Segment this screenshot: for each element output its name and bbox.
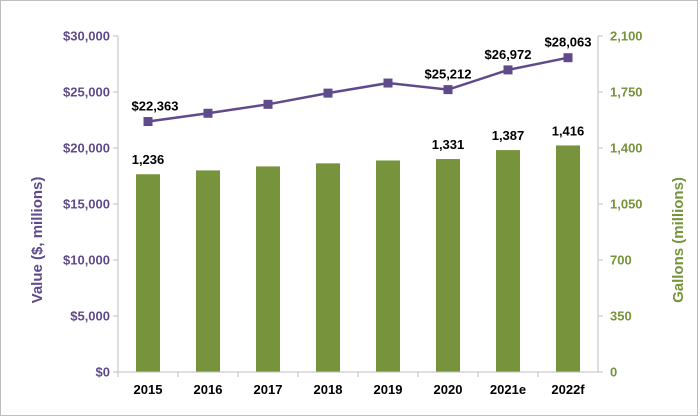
left-tick-label: $25,000 bbox=[63, 85, 110, 100]
x-tick-label: 2019 bbox=[374, 382, 403, 397]
line-data-label: $25,212 bbox=[425, 67, 472, 82]
bar-2022f bbox=[556, 145, 580, 372]
line-data-label: $22,363 bbox=[132, 99, 179, 114]
bar-2015 bbox=[136, 174, 160, 372]
line-marker-2022f bbox=[563, 53, 573, 63]
x-tick-label: 2015 bbox=[134, 382, 163, 397]
bar-data-label: 1,416 bbox=[552, 123, 585, 138]
right-tick-label: 700 bbox=[610, 253, 632, 268]
left-tick-label: $15,000 bbox=[63, 197, 110, 212]
left-axis-title: Value ($, millions) bbox=[29, 177, 46, 304]
line-marker-2020 bbox=[443, 85, 453, 95]
bar-2018 bbox=[316, 163, 340, 372]
x-tick-label: 2018 bbox=[314, 382, 343, 397]
x-tick-label: 2020 bbox=[434, 382, 463, 397]
value-line bbox=[147, 56, 569, 123]
bar-data-label: 1,331 bbox=[432, 137, 465, 152]
line-marker-2016 bbox=[203, 108, 213, 118]
right-tick-label: 350 bbox=[610, 309, 632, 324]
right-tick-label: 1,050 bbox=[610, 197, 643, 212]
left-tick-label: $0 bbox=[96, 365, 110, 380]
right-tick-label: 1,750 bbox=[610, 85, 643, 100]
x-tick-label: 2016 bbox=[194, 382, 223, 397]
right-tick-label: 0 bbox=[610, 365, 617, 380]
x-tick-label: 2022f bbox=[551, 382, 585, 397]
bar-data-label: 1,236 bbox=[132, 152, 165, 167]
bar-data-label: 1,387 bbox=[492, 128, 525, 143]
line-data-label: $28,063 bbox=[545, 35, 592, 50]
x-tick-label: 2021e bbox=[490, 382, 526, 397]
line-marker-2019 bbox=[383, 78, 393, 88]
bar-2019 bbox=[376, 160, 400, 372]
line-marker-2017 bbox=[263, 99, 273, 109]
left-tick-label: $20,000 bbox=[63, 141, 110, 156]
left-tick-label: $10,000 bbox=[63, 253, 110, 268]
line-marker-2021e bbox=[503, 65, 513, 75]
right-axis-title: Gallons (millions) bbox=[670, 177, 687, 303]
line-data-label: $26,972 bbox=[485, 47, 532, 62]
bar-2021e bbox=[496, 150, 520, 372]
bar-2017 bbox=[256, 166, 280, 372]
left-tick-label: $5,000 bbox=[70, 309, 110, 324]
left-tick-label: $30,000 bbox=[63, 29, 110, 44]
bar-2016 bbox=[196, 170, 220, 372]
right-tick-label: 2,100 bbox=[610, 29, 643, 44]
line-marker-2018 bbox=[323, 88, 333, 98]
right-tick-label: 1,400 bbox=[610, 141, 643, 156]
line-marker-2015 bbox=[143, 117, 153, 127]
bar-2020 bbox=[436, 159, 460, 372]
x-tick-label: 2017 bbox=[254, 382, 283, 397]
